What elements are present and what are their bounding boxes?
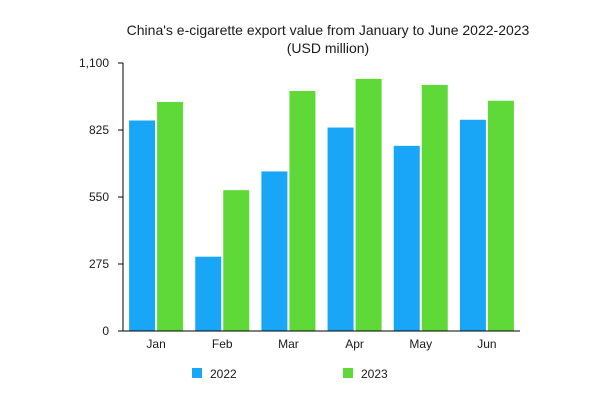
- y-tick-label: 825: [89, 123, 109, 137]
- bar-2023-mar: [289, 91, 316, 331]
- bar-2022-jan: [129, 120, 156, 331]
- x-category-label: Jun: [477, 337, 496, 351]
- x-category-label: Mar: [278, 337, 299, 351]
- y-axis-ticks: 0 275 550 825 1,100: [79, 56, 123, 338]
- x-category-label: Apr: [345, 337, 364, 351]
- bar-2022-jun: [459, 119, 486, 331]
- y-tick-label: 550: [89, 190, 109, 204]
- bar-2023-apr: [355, 78, 382, 331]
- bar-2022-mar: [261, 171, 288, 331]
- legend: 2022 2023: [192, 367, 388, 381]
- y-tick-label: 0: [102, 324, 109, 338]
- x-axis-labels: Jan Feb Mar Apr May Jun: [146, 337, 496, 351]
- bar-2022-may: [393, 145, 420, 331]
- bar-2022-apr: [327, 127, 354, 332]
- chart-title-line-2: (USD million): [287, 40, 369, 56]
- legend-swatch-2022: [192, 368, 202, 378]
- bar-2023-feb: [223, 190, 250, 331]
- bar-2023-may: [421, 84, 448, 331]
- chart-title-line-1: China's e-cigarette export value from Ja…: [127, 22, 530, 38]
- bar-2022-feb: [195, 256, 222, 331]
- legend-label-2023: 2023: [361, 367, 388, 381]
- y-tick-label: 275: [89, 257, 109, 271]
- x-category-label: Jan: [146, 337, 165, 351]
- bar-2023-jun: [487, 100, 514, 331]
- bar-2023-jan: [157, 101, 184, 332]
- y-tick-label: 1,100: [79, 56, 109, 70]
- legend-label-2022: 2022: [210, 367, 237, 381]
- bars-layer: [129, 78, 514, 332]
- x-category-label: Feb: [212, 337, 233, 351]
- legend-swatch-2023: [343, 368, 353, 378]
- x-category-label: May: [409, 337, 432, 351]
